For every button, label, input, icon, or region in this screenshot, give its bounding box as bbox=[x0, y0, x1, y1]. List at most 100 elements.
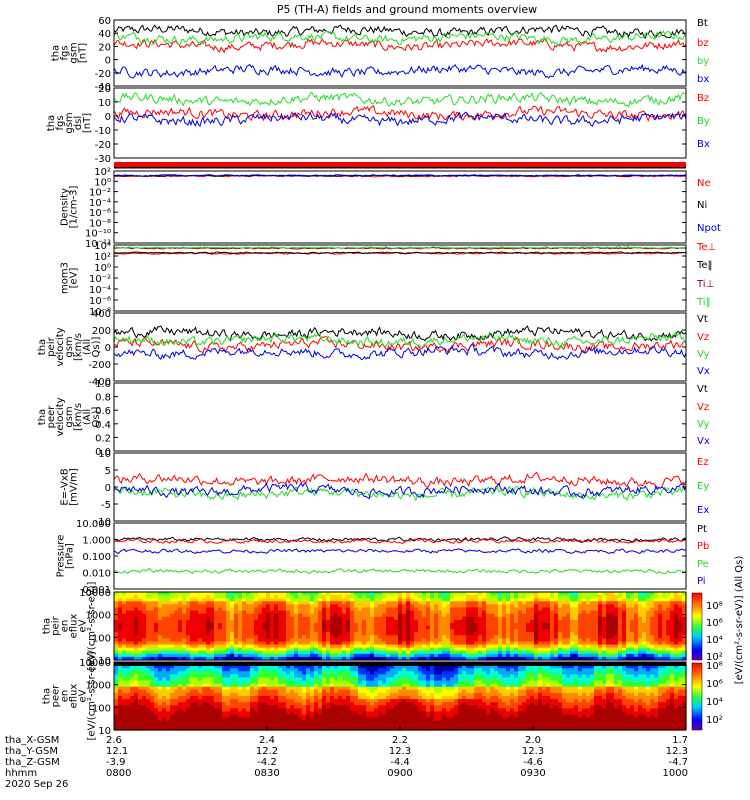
spectrogram-cell bbox=[414, 647, 419, 652]
spectrogram-cell bbox=[606, 616, 611, 621]
spectrogram-cell bbox=[574, 635, 579, 639]
spectrogram-cell bbox=[442, 619, 447, 624]
spectrogram-cell bbox=[282, 686, 287, 691]
spectrogram-cell bbox=[202, 714, 207, 719]
spectrogram-cell bbox=[342, 638, 347, 643]
spectrogram-cell bbox=[258, 705, 263, 709]
spectrogram-cell bbox=[142, 717, 147, 722]
spectrogram-cell bbox=[286, 613, 291, 618]
spectrogram-cell bbox=[234, 699, 239, 703]
spectrogram-cell bbox=[630, 619, 635, 624]
spectrogram-cell bbox=[238, 689, 243, 694]
spectrogram-cell bbox=[354, 702, 359, 706]
spectrogram-cell bbox=[238, 635, 243, 639]
spectrogram-cell bbox=[290, 632, 295, 636]
spectrogram-cell bbox=[498, 607, 503, 612]
spectrogram-cell bbox=[298, 647, 303, 652]
spectrogram-cell bbox=[654, 626, 659, 630]
spectrogram-cell bbox=[362, 644, 367, 649]
spectrogram-cell bbox=[266, 677, 271, 682]
spectrogram-cell bbox=[174, 720, 179, 725]
spectrogram-cell bbox=[410, 656, 415, 661]
spectrogram-cell bbox=[190, 595, 195, 599]
spectrogram-cell bbox=[386, 680, 391, 685]
spectrogram-cell bbox=[238, 598, 243, 602]
spectrogram-cell bbox=[394, 607, 399, 612]
spectrogram-cell bbox=[434, 607, 439, 612]
spectrogram-cell bbox=[414, 613, 419, 618]
spectrogram-cell bbox=[370, 629, 375, 633]
legend-entry: Ey bbox=[697, 481, 709, 492]
spectrogram-cell bbox=[410, 638, 415, 643]
spectrogram-cell bbox=[586, 656, 591, 661]
spectrogram-cell bbox=[290, 720, 295, 725]
spectrogram-cell bbox=[582, 641, 587, 646]
spectrogram-cell bbox=[162, 696, 167, 700]
spectrogram-cell bbox=[670, 653, 675, 658]
spectrogram-cell bbox=[498, 629, 503, 633]
spectrogram-cell bbox=[410, 595, 415, 599]
spectrogram-cell bbox=[618, 653, 623, 658]
spectrogram-cell bbox=[118, 613, 123, 618]
spectrogram-cell bbox=[602, 632, 607, 636]
y-tick-label: 0 bbox=[105, 56, 111, 67]
spectrogram-cell bbox=[630, 598, 635, 602]
spectrogram-cell bbox=[434, 598, 439, 602]
spectrogram-cell bbox=[258, 607, 263, 612]
spectrogram-cell bbox=[286, 644, 291, 649]
spectrogram-cell bbox=[454, 635, 459, 639]
spectrogram-cell bbox=[210, 665, 215, 669]
spectrogram-cell bbox=[286, 680, 291, 685]
spectrogram-cell bbox=[138, 644, 143, 649]
spectrogram-cell bbox=[230, 723, 235, 728]
spectrogram-cell bbox=[398, 656, 403, 661]
spectrogram-cell bbox=[234, 686, 239, 691]
spectrogram-cell bbox=[594, 626, 599, 630]
spectrogram-cell bbox=[198, 619, 203, 624]
spectrogram-cell bbox=[190, 683, 195, 688]
spectrogram-cell bbox=[270, 613, 275, 618]
spectrogram-cell bbox=[310, 632, 315, 636]
spectrogram-cell bbox=[382, 720, 387, 725]
spectrogram-cell bbox=[354, 613, 359, 618]
spectrogram-cell bbox=[218, 629, 223, 633]
spectrogram-cell bbox=[390, 635, 395, 639]
spectrogram-cell bbox=[146, 610, 151, 615]
spectrogram-cell bbox=[362, 598, 367, 602]
spectrogram-cell bbox=[194, 622, 199, 627]
y-tick-label: 10⁻¹² bbox=[85, 239, 111, 250]
spectrogram-cell bbox=[194, 616, 199, 621]
spectrogram-cell bbox=[578, 610, 583, 615]
spectrogram-cell bbox=[626, 650, 631, 655]
spectrogram-cell bbox=[570, 638, 575, 643]
spectrogram-cell bbox=[322, 674, 327, 679]
spectrogram-cell bbox=[282, 656, 287, 661]
spectrogram-cell bbox=[254, 644, 259, 649]
spectrogram-cell bbox=[286, 641, 291, 646]
spectrogram-cell bbox=[234, 641, 239, 646]
spectrogram-cell bbox=[386, 613, 391, 618]
spectrogram-cell bbox=[514, 595, 519, 599]
spectrogram-cell bbox=[166, 641, 171, 646]
spectrogram-cell bbox=[510, 635, 515, 639]
spectrogram-cell bbox=[606, 650, 611, 655]
spectrogram-cell bbox=[258, 671, 263, 675]
spectrogram-cell bbox=[154, 653, 159, 658]
spectrogram-cell bbox=[562, 656, 567, 661]
spectrogram-cell bbox=[170, 680, 175, 685]
spectrogram-cell bbox=[326, 595, 331, 599]
spectrogram-cell bbox=[418, 632, 423, 636]
spectrogram-cell bbox=[242, 686, 247, 691]
spectrogram-cell bbox=[518, 635, 523, 639]
spectrogram-cell bbox=[314, 683, 319, 688]
spectrogram-cell bbox=[618, 610, 623, 615]
spectrogram-cell bbox=[142, 622, 147, 627]
spectrogram-cell bbox=[182, 686, 187, 691]
spectrogram-cell bbox=[382, 674, 387, 679]
spectrogram-cell bbox=[126, 680, 131, 685]
spectrogram-cell bbox=[274, 632, 279, 636]
spectrogram-cell bbox=[410, 619, 415, 624]
spectrogram-cell bbox=[490, 638, 495, 643]
spectrogram-cell bbox=[378, 714, 383, 719]
spectrogram-cell bbox=[114, 592, 119, 596]
